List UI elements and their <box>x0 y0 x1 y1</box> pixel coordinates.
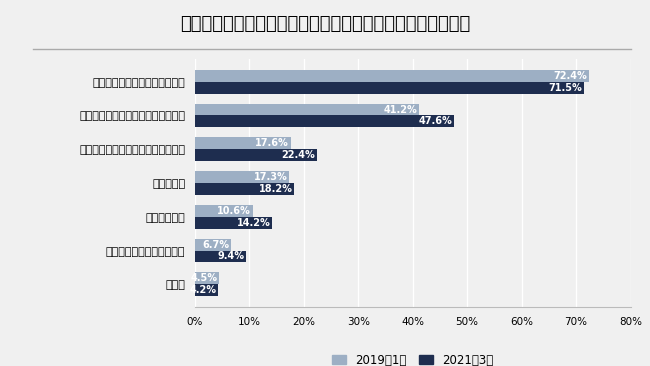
Text: 4.5%: 4.5% <box>191 273 218 283</box>
Bar <box>195 239 231 251</box>
Bar <box>195 82 584 93</box>
Text: 9.4%: 9.4% <box>218 251 244 261</box>
Bar <box>195 104 419 115</box>
Bar <box>195 273 220 284</box>
Bar <box>195 149 317 161</box>
Bar <box>195 171 289 183</box>
Text: 10.6%: 10.6% <box>217 206 251 216</box>
Text: 17.6%: 17.6% <box>255 138 289 148</box>
Bar <box>195 70 589 82</box>
Bar <box>195 217 272 229</box>
Text: 47.6%: 47.6% <box>419 116 452 126</box>
Text: どのような目的で地図アプリを使いますか？　（複数回答）: どのような目的で地図アプリを使いますか？ （複数回答） <box>180 15 470 33</box>
Bar <box>195 115 454 127</box>
Text: 14.2%: 14.2% <box>237 218 270 228</box>
Legend: 2019年1月, 2021年3月: 2019年1月, 2021年3月 <box>327 349 499 366</box>
Bar <box>195 284 218 296</box>
Bar <box>195 251 246 262</box>
Text: 4.2%: 4.2% <box>189 285 216 295</box>
Bar <box>195 137 291 149</box>
Text: 22.4%: 22.4% <box>281 150 315 160</box>
Bar <box>195 205 253 217</box>
Text: 18.2%: 18.2% <box>259 184 292 194</box>
Text: 72.4%: 72.4% <box>554 71 588 81</box>
Text: 71.5%: 71.5% <box>549 83 582 93</box>
Text: 41.2%: 41.2% <box>384 105 418 115</box>
Text: 6.7%: 6.7% <box>203 240 230 250</box>
Text: 17.3%: 17.3% <box>254 172 287 182</box>
Bar <box>195 183 294 195</box>
